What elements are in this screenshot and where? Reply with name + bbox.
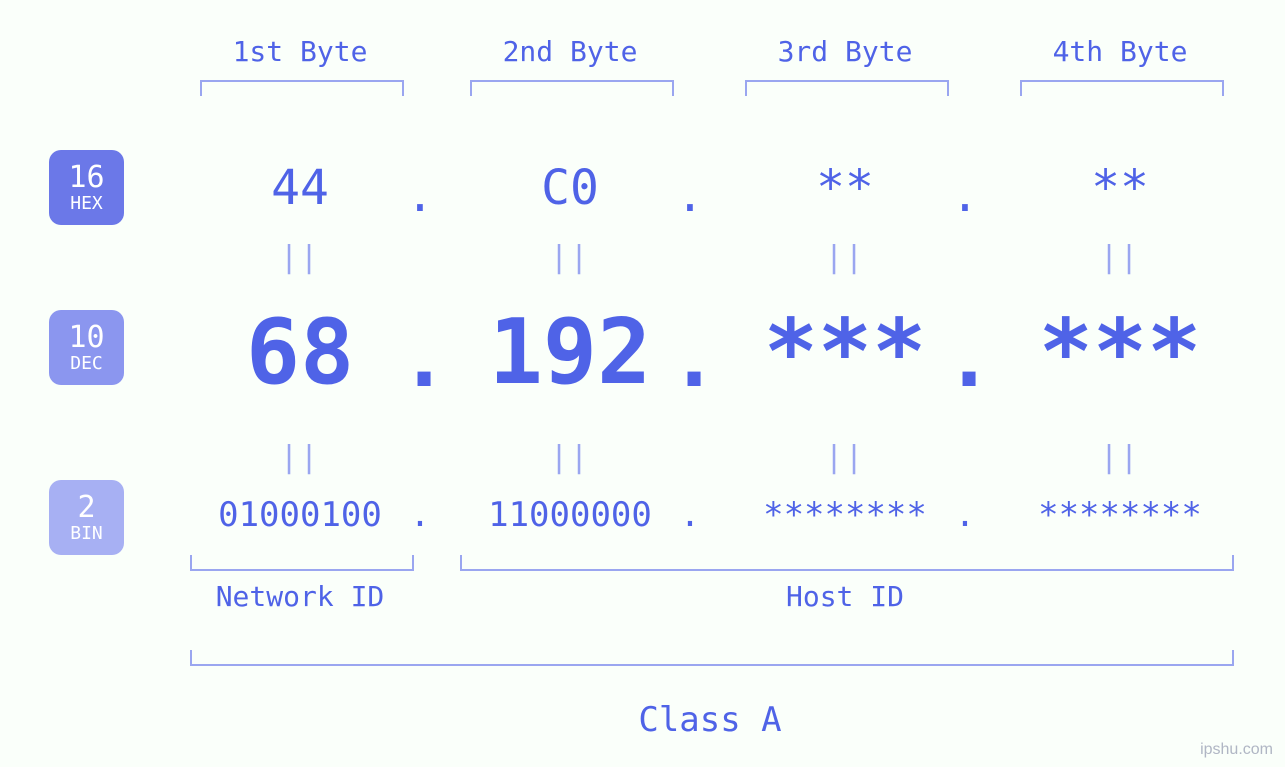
badge-bin-num: 2 [77,493,95,523]
byte-bracket-1 [200,80,404,96]
badge-dec-num: 10 [68,323,104,353]
footer-attribution: ipshu.com [1200,741,1273,759]
badge-dec: 10 DEC [49,310,124,385]
badge-bin: 2 BIN [49,480,124,555]
eq-bot-3: || [715,440,975,475]
dec-dot-3: . [945,312,985,405]
class-label: Class A [560,700,860,740]
byte-label-4: 4th Byte [990,35,1250,68]
network-bracket [190,555,414,571]
dec-byte-4: *** [990,300,1250,405]
hex-byte-3: ** [715,160,975,216]
byte-label-3: 3rd Byte [715,35,975,68]
hex-dot-2: . [670,168,710,222]
badge-hex-num: 16 [68,163,104,193]
eq-top-3: || [715,240,975,275]
byte-bracket-3 [745,80,949,96]
eq-top-1: || [170,240,430,275]
eq-bot-2: || [440,440,700,475]
dec-byte-3: *** [715,300,975,405]
dec-byte-2: 192 [440,300,700,405]
eq-top-2: || [440,240,700,275]
bin-byte-4: ******** [990,495,1250,535]
bin-byte-3: ******** [715,495,975,535]
hex-byte-2: C0 [440,160,700,216]
byte-label-2: 2nd Byte [440,35,700,68]
dec-dot-2: . [670,312,710,405]
byte-label-1: 1st Byte [170,35,430,68]
badge-hex-name: HEX [70,195,103,213]
class-bracket [190,650,1234,666]
eq-bot-1: || [170,440,430,475]
bin-dot-2: . [670,495,710,535]
hex-dot-3: . [945,168,985,222]
dec-byte-1: 68 [170,300,430,405]
byte-bracket-2 [470,80,674,96]
hex-byte-4: ** [990,160,1250,216]
bin-byte-1: 01000100 [170,495,430,535]
host-label: Host ID [695,580,995,613]
byte-bracket-4 [1020,80,1224,96]
hex-byte-1: 44 [170,160,430,216]
badge-dec-name: DEC [70,355,103,373]
dec-dot-1: . [400,312,440,405]
host-bracket [460,555,1234,571]
bin-byte-2: 11000000 [440,495,700,535]
bin-dot-3: . [945,495,985,535]
eq-bot-4: || [990,440,1250,475]
eq-top-4: || [990,240,1250,275]
badge-hex: 16 HEX [49,150,124,225]
badge-bin-name: BIN [70,525,103,543]
network-label: Network ID [150,580,450,613]
hex-dot-1: . [400,168,440,222]
bin-dot-1: . [400,495,440,535]
